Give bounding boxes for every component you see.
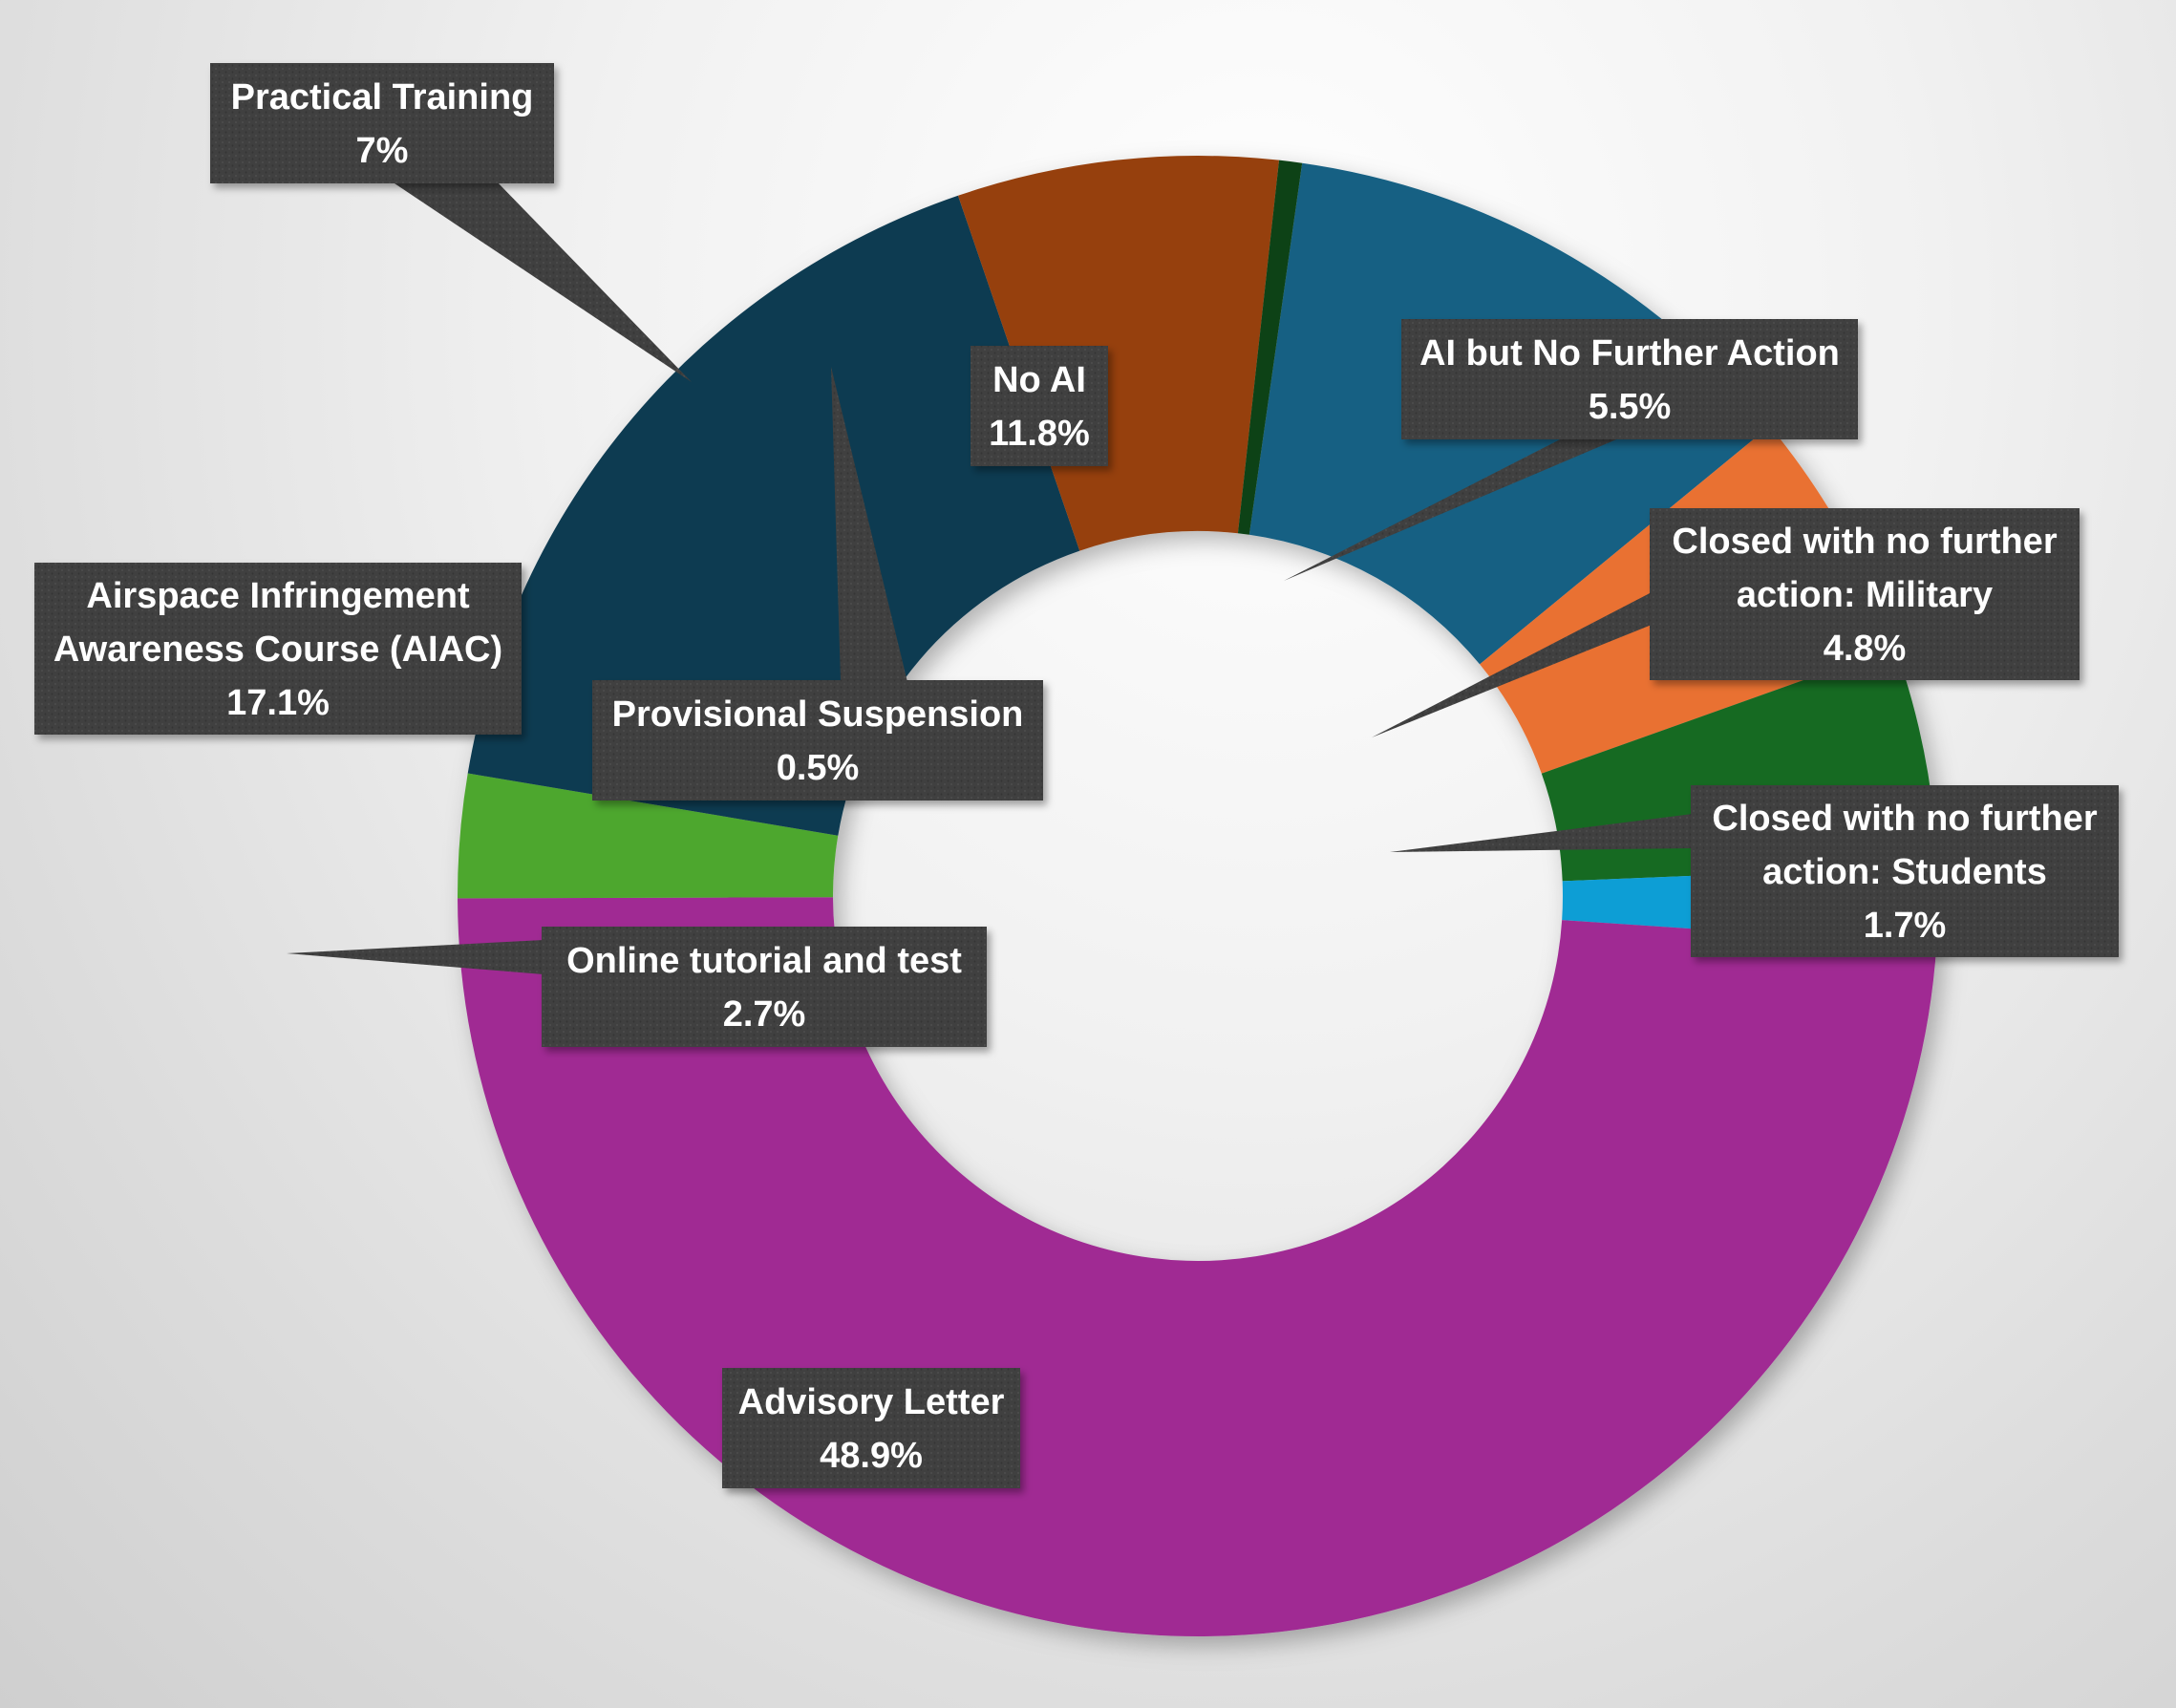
data-label-category: Awareness Course (AIAC)	[53, 630, 502, 670]
callout-pointer	[1372, 592, 1652, 737]
callout-pointer	[392, 181, 692, 382]
data-label-value: 5.5%	[1589, 387, 1672, 427]
label-box	[1401, 319, 1858, 439]
data-label-value: 11.8%	[989, 414, 1090, 454]
data-label-category: No AI	[992, 360, 1086, 400]
data-label-value: 48.9%	[820, 1436, 923, 1476]
labels-layer: No AI 11.8% AI but No Further Action 5.5% Cl…	[34, 63, 2119, 1488]
label-box	[722, 1368, 1020, 1488]
data-label: Online tutorial and test 2.7%	[287, 927, 987, 1047]
label-box	[1691, 785, 2119, 957]
data-label: Closed with no further action: Military 4.…	[1372, 508, 2080, 737]
label-box	[210, 63, 554, 183]
data-label: Provisional Suspension 0.5%	[592, 367, 1043, 801]
label-box	[542, 927, 987, 1047]
data-label-value: 1.7%	[1864, 906, 1947, 946]
data-label-category: AI but No Further Action	[1419, 333, 1840, 374]
data-label: No AI 11.8%	[971, 346, 1108, 466]
donut-slice	[458, 773, 839, 899]
data-label: Practical Training 7%	[210, 63, 692, 382]
data-label-value: 2.7%	[723, 994, 806, 1035]
label-box	[34, 563, 522, 735]
donut-slice	[957, 156, 1280, 551]
data-label-value: 0.5%	[777, 748, 860, 788]
data-label-category: Online tutorial and test	[566, 941, 962, 981]
data-label: Closed with no further action: Students 1.…	[1390, 785, 2119, 957]
data-label: AI but No Further Action 5.5%	[1284, 319, 1858, 581]
data-label-value: 17.1%	[226, 683, 330, 723]
callout-pointer	[1284, 438, 1621, 581]
data-label-category: Provisional Suspension	[612, 694, 1024, 735]
data-label: Airspace Infringement Awareness Course (A…	[34, 563, 522, 735]
donut-slice	[1237, 160, 1303, 535]
label-box	[971, 346, 1108, 466]
callout-pointer	[831, 367, 907, 682]
data-label-value: 7%	[356, 131, 409, 171]
data-label-category: Closed with no further	[1672, 522, 2057, 562]
data-label-category: Closed with no further	[1712, 799, 2097, 839]
data-label: Advisory Letter 48.9%	[722, 1368, 1020, 1488]
data-label-category: action: Military	[1737, 575, 1993, 615]
data-label-value: 4.8%	[1824, 629, 1907, 669]
data-label-category: Airspace Infringement	[86, 576, 470, 616]
label-box	[592, 680, 1043, 801]
label-box	[1650, 508, 2080, 680]
callout-pointer	[287, 940, 544, 974]
data-label-category: Advisory Letter	[738, 1382, 1005, 1422]
donut-slice	[467, 195, 1080, 836]
data-label-category: Practical Training	[231, 77, 534, 117]
callout-pointer	[1390, 814, 1693, 852]
data-label-category: action: Students	[1762, 852, 2047, 892]
